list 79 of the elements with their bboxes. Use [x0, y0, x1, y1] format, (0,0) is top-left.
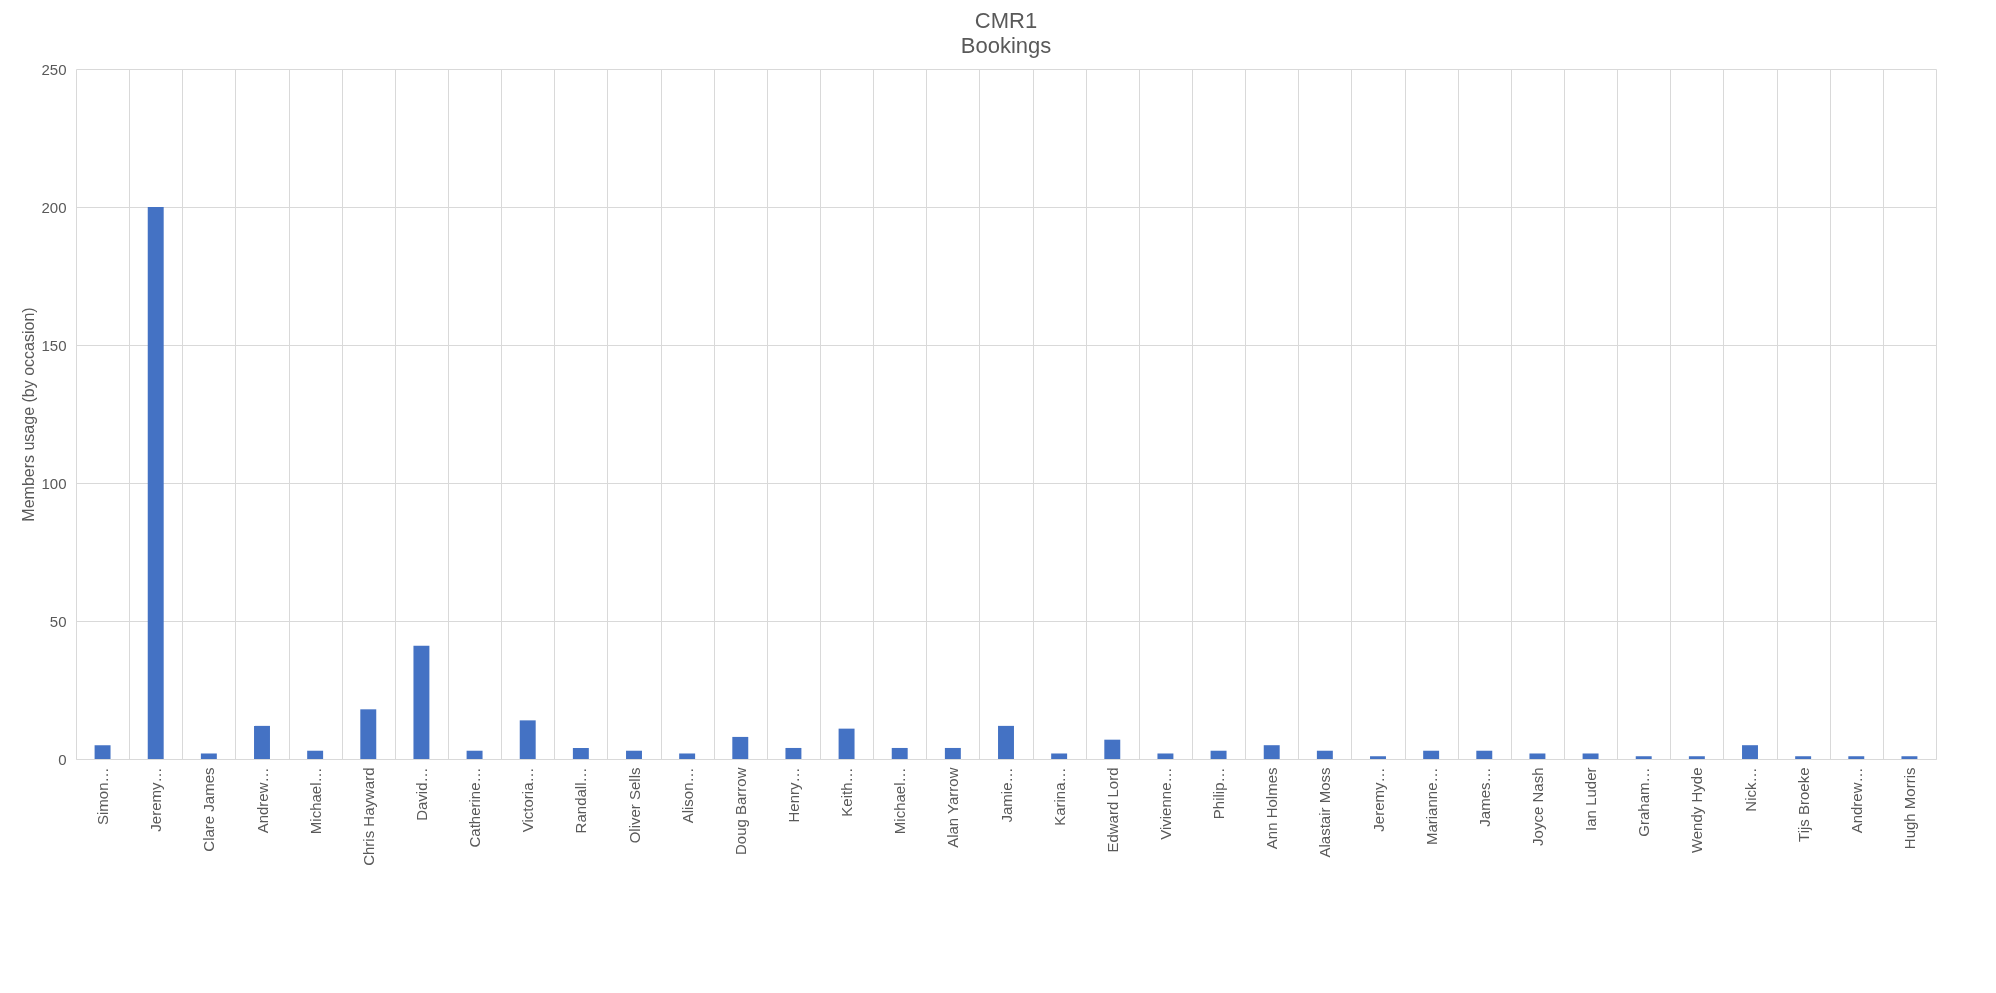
x-tick-label: Chris Hayward — [359, 767, 377, 866]
bar — [732, 736, 749, 759]
x-tick-label: James… — [1475, 767, 1493, 827]
x-tick-label: Henry… — [784, 767, 802, 823]
x-tick-label: David… — [412, 767, 430, 821]
x-tick-label: Michael… — [891, 767, 909, 835]
bar — [1742, 745, 1758, 759]
bar — [1901, 756, 1918, 759]
x-tick-label: Michael… — [306, 767, 324, 835]
bar — [1688, 756, 1705, 759]
bar — [307, 750, 324, 759]
x-tick-label: Wendy Hyde — [1688, 767, 1706, 854]
bar — [572, 747, 589, 759]
chart-subtitle: Bookings — [960, 33, 1052, 58]
bar — [1051, 753, 1068, 759]
y-tick-label: 50 — [49, 612, 67, 630]
y-tick-label: 0 — [58, 750, 67, 768]
x-tick-label: Vivienne… — [1156, 767, 1174, 840]
bar — [360, 709, 377, 759]
y-tick-label: 100 — [41, 474, 67, 492]
bar — [413, 645, 430, 759]
bar — [679, 753, 696, 759]
x-tick-label: Clare James — [200, 767, 218, 852]
bar — [1263, 745, 1280, 759]
x-tick-label: Graham… — [1635, 767, 1653, 837]
x-tick-label: Joyce Nash — [1528, 767, 1546, 846]
x-tick-label: Simon… — [94, 767, 112, 826]
chart-title: CMR1 — [974, 8, 1038, 33]
bar — [891, 747, 908, 759]
x-tick-label: Catherine… — [466, 767, 484, 848]
bar — [519, 720, 536, 759]
x-tick-label: Randall… — [572, 767, 590, 834]
bar — [200, 753, 217, 759]
x-tick-label: Andrew… — [1847, 767, 1865, 834]
bar — [1795, 756, 1812, 759]
x-tick-label: Jeremy… — [1369, 767, 1387, 832]
bar — [944, 747, 961, 759]
bar — [1635, 756, 1652, 759]
x-tick-label: Alan Yarrow — [944, 767, 962, 848]
bar — [1423, 750, 1440, 759]
x-tick-label: Tijs Broeke — [1794, 767, 1812, 842]
bar — [785, 747, 802, 759]
bar — [1529, 753, 1546, 759]
x-tick-label: Victoria… — [519, 767, 537, 833]
x-tick-label: Hugh Morris — [1900, 767, 1918, 850]
bar — [838, 728, 855, 759]
x-tick-label: Keith… — [838, 767, 856, 817]
x-tick-label: Jamie… — [997, 767, 1015, 823]
x-tick-label: Edward Lord — [1103, 767, 1121, 853]
x-tick-label: Philip… — [1210, 767, 1228, 820]
x-tick-label: Alastair Moss — [1316, 767, 1334, 858]
x-tick-label: Marianne… — [1422, 767, 1440, 846]
bar — [1210, 750, 1227, 759]
y-tick-label: 200 — [41, 198, 67, 216]
bar — [998, 725, 1014, 759]
y-tick-label: 250 — [41, 60, 67, 78]
bar — [1157, 753, 1174, 759]
x-tick-label: Ann Holmes — [1263, 767, 1281, 850]
x-tick-label: Oliver Sells — [625, 767, 643, 844]
bar — [466, 750, 483, 759]
x-tick-label: Alison… — [678, 767, 696, 824]
x-tick-label: Jeremy… — [147, 767, 165, 832]
x-tick-label: Karina… — [1050, 767, 1068, 826]
bar — [147, 207, 164, 759]
x-tick-label: Andrew… — [253, 767, 271, 834]
bar — [94, 745, 111, 759]
x-tick-label: Doug Barrow — [731, 767, 749, 856]
bar — [1582, 753, 1599, 759]
bar — [1476, 750, 1493, 759]
x-tick-label: Ian Luder — [1582, 767, 1600, 831]
x-tick-label: Nick… — [1741, 767, 1759, 812]
bar — [1316, 750, 1333, 759]
bar — [254, 725, 270, 759]
bar — [1104, 739, 1121, 759]
bar — [626, 750, 642, 759]
y-tick-label: 150 — [41, 336, 67, 354]
bar — [1370, 756, 1386, 759]
bar — [1848, 756, 1865, 759]
y-axis-title: Members usage (by occasion) — [20, 307, 38, 522]
